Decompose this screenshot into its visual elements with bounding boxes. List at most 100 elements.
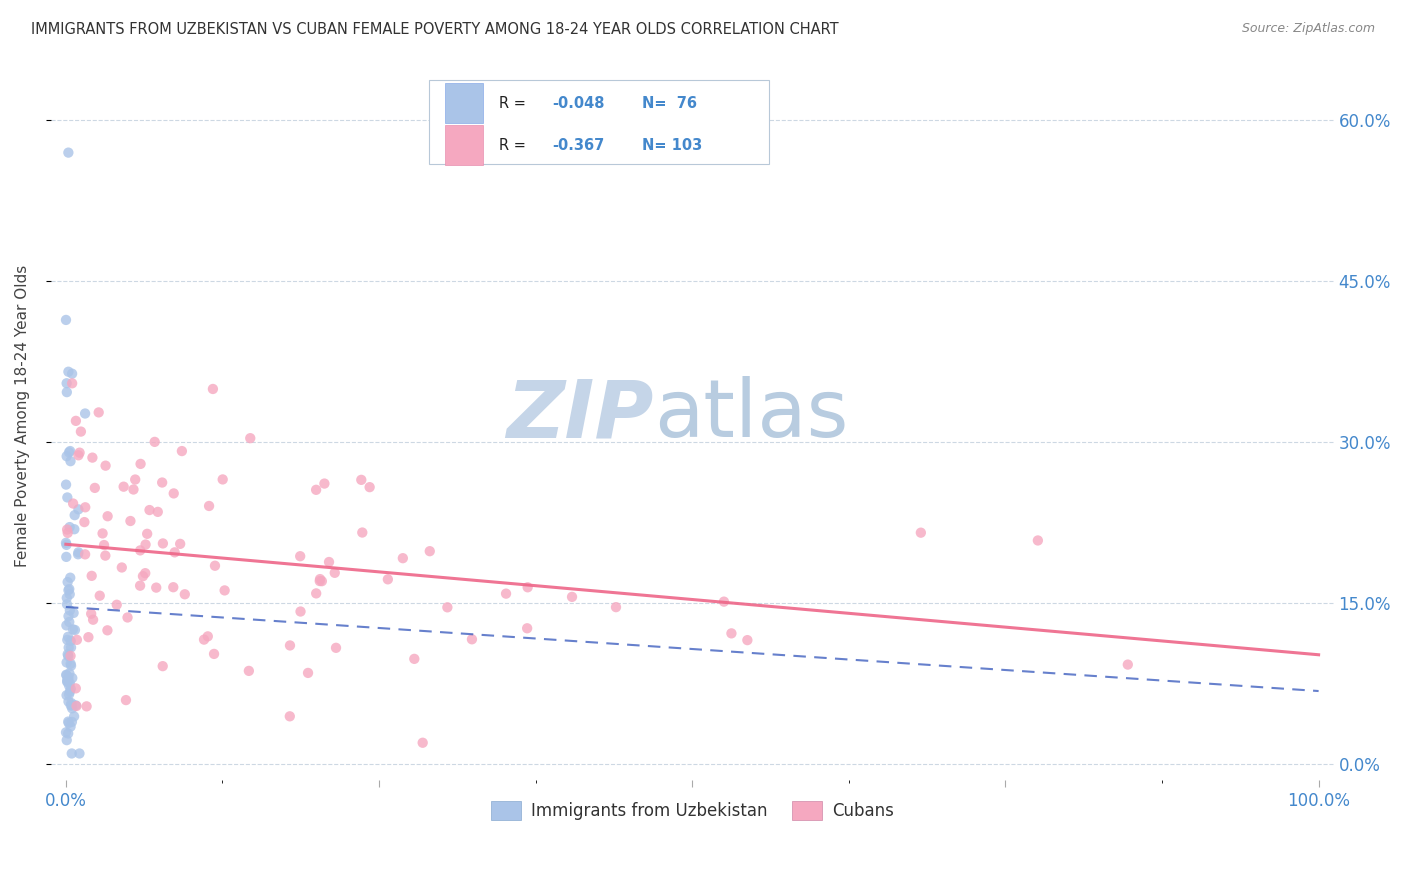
Point xyxy=(55,536,77,550)
Point xyxy=(56,597,79,611)
Point xyxy=(290,605,312,619)
Point xyxy=(112,480,135,494)
Point xyxy=(111,560,134,574)
Point xyxy=(59,681,82,696)
Point xyxy=(62,623,84,637)
Point xyxy=(55,656,77,670)
Point xyxy=(737,633,759,648)
Point xyxy=(461,632,484,647)
Point xyxy=(605,600,627,615)
Point xyxy=(910,525,932,540)
Point xyxy=(135,537,157,551)
Point xyxy=(67,448,90,462)
FancyBboxPatch shape xyxy=(429,80,769,164)
Point xyxy=(163,545,186,559)
Point xyxy=(392,551,415,566)
Point xyxy=(58,714,80,729)
Point xyxy=(59,684,82,698)
Point xyxy=(720,626,742,640)
Point xyxy=(77,630,100,644)
Point xyxy=(239,431,262,445)
Point xyxy=(89,589,111,603)
Point xyxy=(59,648,82,663)
Bar xyxy=(444,83,484,123)
Point xyxy=(152,536,174,550)
Point xyxy=(309,572,332,586)
Point xyxy=(55,618,77,632)
Text: ZIP: ZIP xyxy=(506,376,654,455)
Point xyxy=(124,473,146,487)
Point xyxy=(65,414,87,428)
Point xyxy=(55,549,77,564)
Point xyxy=(169,537,191,551)
Legend: Immigrants from Uzbekistan, Cubans: Immigrants from Uzbekistan, Cubans xyxy=(484,794,901,827)
Point xyxy=(318,555,340,569)
Point xyxy=(58,694,80,708)
Point xyxy=(122,483,145,497)
Point xyxy=(516,621,538,635)
Point xyxy=(70,425,93,439)
Y-axis label: Female Poverty Among 18-24 Year Olds: Female Poverty Among 18-24 Year Olds xyxy=(15,264,30,566)
Point xyxy=(60,747,83,761)
Point xyxy=(59,676,82,690)
Point xyxy=(204,558,226,573)
Point xyxy=(58,609,80,624)
Point xyxy=(94,549,117,563)
Point xyxy=(56,630,79,644)
Point xyxy=(202,647,225,661)
Point xyxy=(105,598,128,612)
Point xyxy=(56,647,79,661)
Point xyxy=(59,634,82,648)
Point xyxy=(75,500,97,515)
Point xyxy=(419,544,441,558)
Point xyxy=(80,569,103,583)
Point xyxy=(66,632,89,647)
Point xyxy=(55,725,77,739)
Point xyxy=(60,640,83,655)
Point xyxy=(138,503,160,517)
Point xyxy=(129,457,152,471)
Point xyxy=(58,666,80,681)
Point xyxy=(55,538,77,552)
Point xyxy=(152,659,174,673)
Point xyxy=(59,587,82,601)
Point xyxy=(56,525,79,540)
Point xyxy=(93,538,115,552)
Point xyxy=(278,639,301,653)
Point xyxy=(75,407,97,421)
Text: atlas: atlas xyxy=(654,376,848,455)
Point xyxy=(59,657,82,671)
Point xyxy=(56,591,79,605)
Point xyxy=(87,405,110,419)
Point xyxy=(59,444,82,458)
Point xyxy=(55,668,77,682)
Point xyxy=(211,472,233,486)
Point xyxy=(82,613,104,627)
Point xyxy=(305,586,328,600)
Point xyxy=(58,648,80,663)
Point xyxy=(297,665,319,680)
Point xyxy=(58,687,80,701)
Point xyxy=(58,365,80,379)
Point xyxy=(412,736,434,750)
Point xyxy=(495,587,517,601)
Point xyxy=(311,574,333,589)
Point xyxy=(115,693,138,707)
Point xyxy=(67,547,90,561)
Point xyxy=(91,526,114,541)
Point xyxy=(214,583,236,598)
Point xyxy=(56,726,79,740)
Point xyxy=(59,603,82,617)
Point xyxy=(60,376,83,391)
Point xyxy=(69,747,91,761)
Point xyxy=(63,709,86,723)
Point xyxy=(129,543,152,558)
Text: R =: R = xyxy=(499,137,530,153)
Point xyxy=(314,476,336,491)
Point xyxy=(60,367,83,381)
Point xyxy=(59,698,82,713)
Point xyxy=(120,514,142,528)
Point xyxy=(132,569,155,583)
Point xyxy=(150,475,173,490)
Point xyxy=(561,590,583,604)
